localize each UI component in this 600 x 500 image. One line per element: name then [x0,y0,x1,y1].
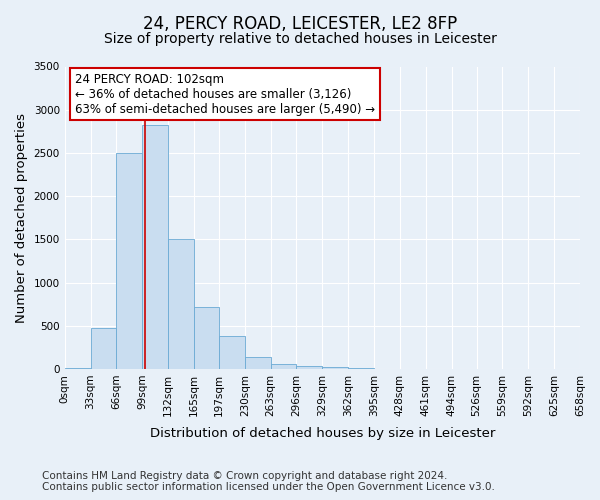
Bar [219,336,245,369]
Bar [322,366,348,369]
Y-axis label: Number of detached properties: Number of detached properties [15,112,28,322]
Bar [271,364,296,369]
Bar [116,153,142,369]
Bar [168,240,194,369]
Bar [296,366,322,369]
Text: 24 PERCY ROAD: 102sqm
← 36% of detached houses are smaller (3,126)
63% of semi-d: 24 PERCY ROAD: 102sqm ← 36% of detached … [75,72,375,116]
X-axis label: Distribution of detached houses by size in Leicester: Distribution of detached houses by size … [149,427,495,440]
Bar [65,368,91,369]
Text: Size of property relative to detached houses in Leicester: Size of property relative to detached ho… [104,32,496,46]
Text: Contains HM Land Registry data © Crown copyright and database right 2024.
Contai: Contains HM Land Registry data © Crown c… [42,471,495,492]
Bar [91,328,116,369]
Bar [194,306,219,369]
Bar [245,357,271,369]
Text: 24, PERCY ROAD, LEICESTER, LE2 8FP: 24, PERCY ROAD, LEICESTER, LE2 8FP [143,15,457,33]
Bar [142,126,168,369]
